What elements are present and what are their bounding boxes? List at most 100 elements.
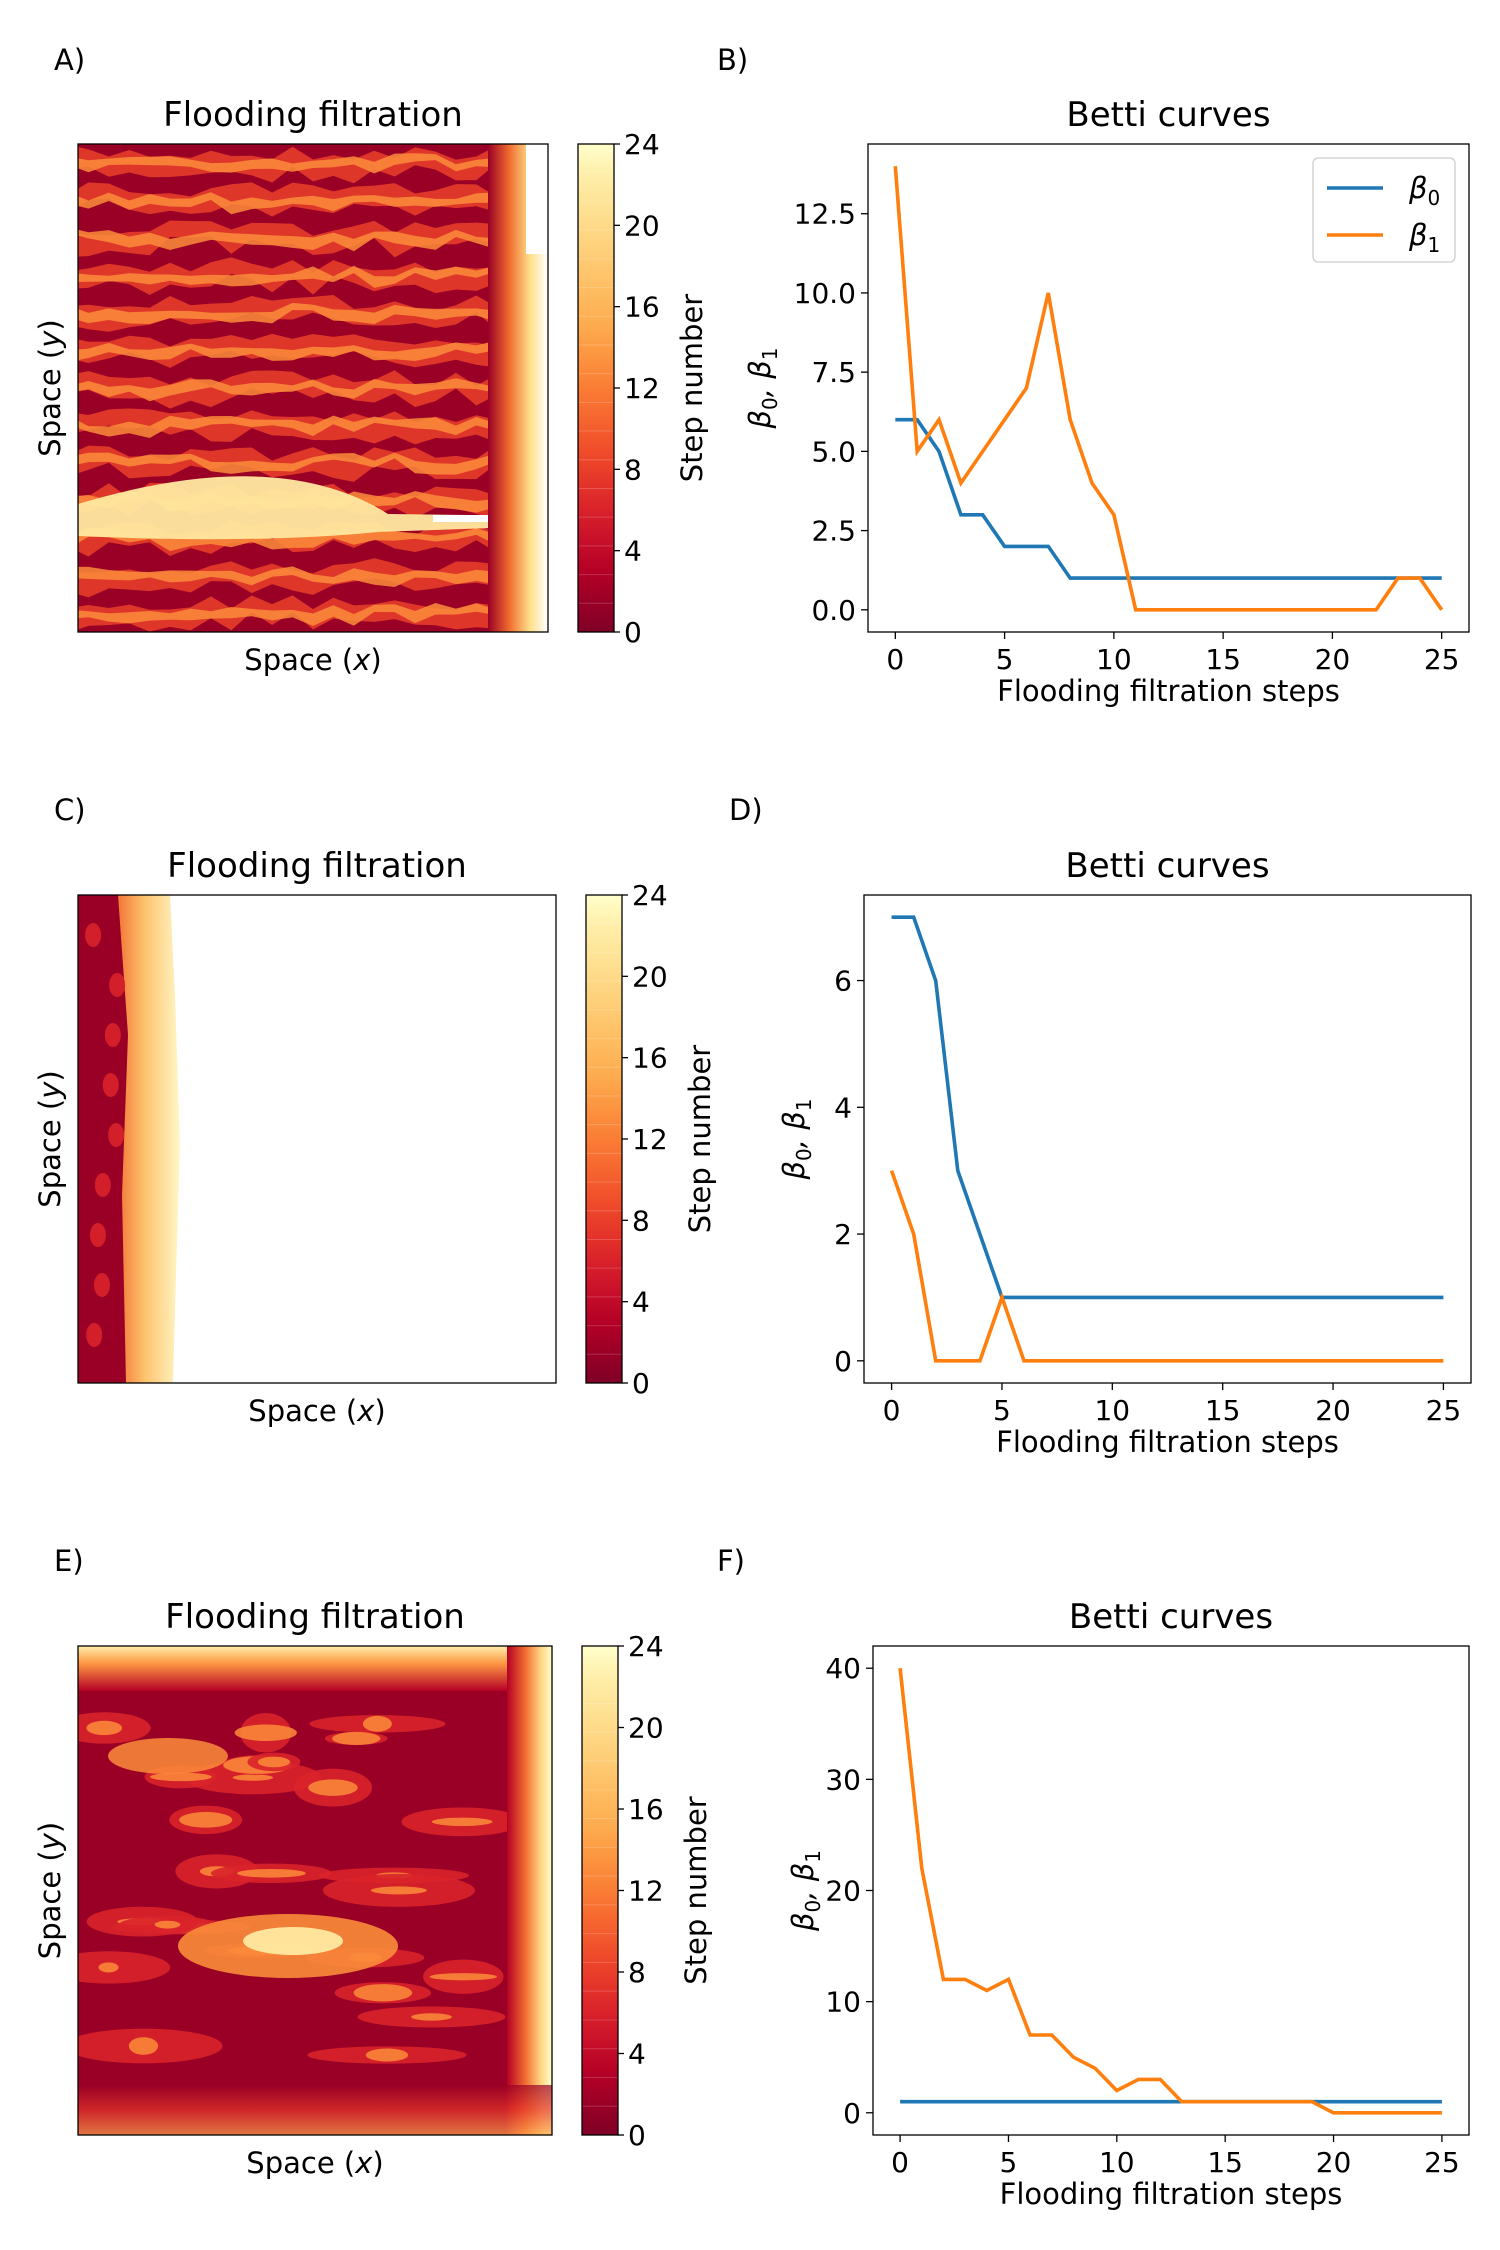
heatmap-blob	[98, 1962, 119, 1973]
heatmap-blob	[86, 1720, 123, 1736]
x-tick-label: 5	[1000, 2146, 1018, 2179]
heatmap-top-right-white	[526, 144, 548, 254]
heatmap-ylabel: Space (y)	[33, 1070, 67, 1207]
heatmap-blob	[179, 1812, 233, 1828]
heatmap-contour-band	[78, 229, 548, 252]
heatmap-speck	[85, 923, 102, 947]
heatmap-blob	[232, 1774, 274, 1781]
heatmap-frame	[77, 1645, 553, 2136]
colorbar-tick-label: 16	[632, 1042, 668, 1075]
heatmap-top-edge	[78, 1646, 552, 1691]
colorbar: 0 4 8 12 16 20 24 Step number	[577, 128, 709, 649]
heatmap-blob	[332, 1731, 381, 1746]
colorbar-label: Step number	[683, 1045, 717, 1234]
heatmap-speck	[93, 1273, 110, 1297]
colorbar-tick-label: 12	[632, 1123, 668, 1156]
chart-title: Betti curves	[1066, 95, 1270, 135]
y-tick-label: 0.0	[811, 594, 856, 627]
heatmap-blob	[370, 1886, 427, 1895]
x-tick-label: 15	[1205, 1394, 1241, 1427]
heatmap-ylabel: Space (y)	[33, 319, 67, 456]
heatmap-field	[78, 895, 556, 1383]
y-tick-label: 2	[834, 1218, 852, 1251]
heatmap-panel-e: E) Flooding filtration Space (x) Space (y)	[33, 1544, 553, 2180]
heatmap-peak	[108, 1738, 228, 1774]
colorbar-tick-label: 0	[632, 1367, 650, 1400]
colorbar-tick-label: 8	[624, 453, 642, 486]
y-tick-label: 12.5	[794, 198, 856, 231]
heatmap-contour-band	[78, 192, 548, 215]
heatmap-panel-a: A) Flooding filtration Space (x) Space (y)	[33, 43, 549, 677]
legend-label: β0	[1408, 171, 1440, 210]
heatmap-blob	[411, 2013, 452, 2021]
plot-frame	[867, 143, 1470, 633]
y-tick-label: 40	[825, 1652, 861, 1685]
heatmap-xlabel: Space (x)	[244, 643, 381, 677]
heatmap-xlabel: Space (x)	[246, 2146, 383, 2180]
panel-label: E)	[54, 1544, 84, 1578]
colorbar-tick-label: 24	[624, 128, 660, 161]
chart-title: Betti curves	[1069, 1597, 1273, 1637]
heatmap-contour-band	[78, 415, 548, 439]
panel-label: C)	[54, 793, 86, 827]
heatmap-frame	[77, 143, 549, 633]
x-tick-label: 25	[1426, 1394, 1462, 1427]
heatmap-ridge	[78, 476, 548, 540]
x-tick-label: 15	[1207, 2146, 1243, 2179]
y-tick-label: 20	[825, 1875, 861, 1908]
y-axis-label: β0, β1	[786, 1850, 825, 1932]
colorbar-tick-label: 20	[628, 1712, 664, 1745]
colorbar-tick-label: 24	[628, 1630, 664, 1663]
y-tick-label: 2.5	[811, 515, 856, 548]
heatmap-blob	[429, 1973, 497, 1981]
heatmap-blob	[150, 1772, 212, 1782]
legend-label: β1	[1408, 218, 1440, 257]
x-tick-label: 10	[1099, 2146, 1135, 2179]
heatmap-contour-band	[78, 595, 548, 632]
heatmap-panel-c: C) Flooding filtration Space (x) Space (y)	[33, 793, 557, 1428]
heatmap-bottom-edge	[78, 2085, 552, 2135]
colorbar: 0 4 8 12 16 20 24 Step number	[581, 1630, 713, 2152]
heatmap-blob	[308, 1779, 358, 1796]
y-tick-label: 6	[834, 965, 852, 998]
x-tick-label: 10	[1096, 643, 1132, 676]
x-axis-label: Flooding filtration steps	[996, 1425, 1339, 1459]
heatmap-peak-core	[243, 1927, 343, 1955]
panel-label: F)	[717, 1544, 745, 1578]
chart-title: Betti curves	[1065, 846, 1269, 886]
colorbar-tick-label: 0	[628, 2119, 646, 2152]
x-tick-label: 25	[1424, 643, 1460, 676]
x-tick-label: 20	[1316, 2146, 1352, 2179]
colorbar-tick-label: 12	[628, 1875, 664, 1908]
heatmap-speck	[89, 1223, 106, 1247]
heatmap-speck	[86, 1323, 103, 1347]
colorbar-tick-label: 4	[632, 1286, 650, 1319]
panel-label: D)	[729, 793, 763, 827]
y-tick-label: 0	[843, 2097, 861, 2130]
heatmap-field	[78, 1646, 552, 2135]
heatmap-title: Flooding filtration	[163, 95, 463, 135]
heatmap-speck	[104, 1023, 121, 1047]
heatmap-blob	[431, 1817, 493, 1827]
x-tick-label: 25	[1424, 2146, 1460, 2179]
line-chart-f: F) Betti curves 0 5 10 15 20 25 0 10 20 30 40 Floodin…	[717, 1544, 1470, 2211]
series-line-β1	[898, 1668, 1442, 2115]
x-tick-label: 20	[1315, 643, 1351, 676]
heatmap-contour-band	[78, 265, 548, 288]
x-tick-label: 15	[1205, 643, 1241, 676]
x-axis-label: Flooding filtration steps	[997, 674, 1340, 708]
heatmap-speck	[108, 1123, 125, 1147]
x-tick-label: 5	[996, 643, 1014, 676]
plot-frame	[872, 1645, 1470, 2136]
x-tick-label: 10	[1094, 1394, 1130, 1427]
heatmap-blob	[257, 1756, 291, 1768]
colorbar-tick-label: 8	[628, 1956, 646, 1989]
heatmap-blob	[353, 1984, 413, 2002]
heatmap-xlabel: Space (x)	[248, 1394, 385, 1428]
x-tick-label: 5	[993, 1394, 1011, 1427]
heatmap-speck	[102, 1073, 119, 1097]
x-tick-label: 0	[886, 643, 904, 676]
heatmap-contour-band	[78, 566, 548, 587]
